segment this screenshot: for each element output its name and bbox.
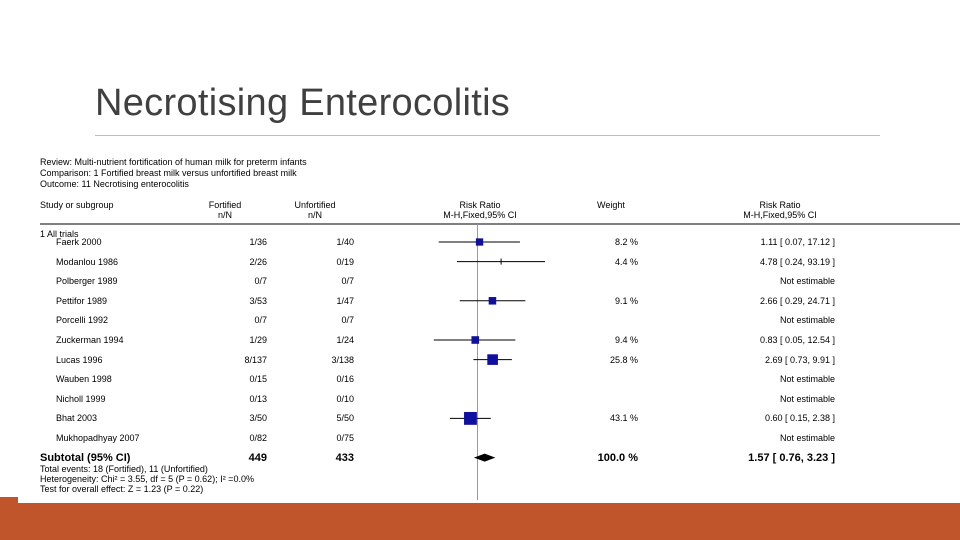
col-fortified: Fortified [208, 200, 242, 210]
col-risk-ratio: Risk Ratio [459, 200, 501, 210]
group-label: 1 All trials [40, 229, 79, 239]
subtotal-unfortified: 433 [335, 451, 354, 464]
comparison-line: Comparison: 1 Fortified breast milk vers… [40, 168, 297, 178]
point-estimate [471, 336, 480, 344]
study-name: Zuckerman 1994 [56, 335, 124, 345]
fortified-count: 2/26 [249, 256, 267, 267]
subtotal-fortified: 449 [248, 451, 267, 464]
study-weight: 43.1 % [609, 413, 638, 424]
study-ci-text: 0.60 [ 0.15, 2.38 ] [764, 413, 835, 424]
unfortified-count: 0/75 [336, 433, 354, 443]
unfortified-count: 0/7 [341, 276, 354, 287]
col-fortified-sub: n/N [217, 210, 232, 220]
col-study: Study or subgroup [40, 200, 114, 210]
study-weight: 9.1 % [614, 295, 638, 306]
study-name: Faerk 2000 [56, 237, 102, 247]
unfortified-count: 1/24 [336, 335, 354, 345]
fortified-count: 0/13 [249, 393, 267, 404]
col-risk-ratio-2-method: M-H,Fixed,95% CI [743, 210, 817, 220]
study-ci-text: Not estimable [779, 276, 835, 287]
unfortified-count: 1/40 [336, 237, 354, 247]
study-ci-text: 1.11 [ 0.07, 17.12 ] [760, 237, 835, 247]
fortified-count: 3/53 [249, 295, 267, 306]
study-ci-text: Not estimable [779, 433, 835, 443]
fortified-count: 0/82 [249, 433, 267, 443]
col-risk-ratio-2: Risk Ratio [759, 200, 801, 210]
col-risk-ratio-method: M-H,Fixed,95% CI [443, 210, 517, 220]
col-unfortified: Unfortified [294, 200, 336, 210]
col-weight: Weight [597, 200, 625, 210]
study-name: Polberger 1989 [56, 276, 118, 287]
subtotal-ci-text: 1.57 [ 0.76, 3.23 ] [748, 451, 835, 464]
slide-title: Necrotising Enterocolitis [95, 82, 511, 124]
point-estimate [464, 411, 477, 425]
outcome-line: Outcome: 11 Necrotising enterocolitis [40, 179, 189, 189]
subtotal-diamond [473, 453, 496, 462]
fortified-count: 1/36 [249, 237, 267, 247]
fortified-count: 0/15 [249, 374, 267, 385]
study-name: Bhat 2003 [56, 413, 98, 424]
study-ci-text: Not estimable [779, 374, 835, 385]
unfortified-count: 1/47 [336, 295, 354, 306]
study-name: Porcelli 1992 [56, 315, 109, 326]
subtotal-label: Subtotal (95% CI) [40, 451, 131, 464]
review-line: Review: Multi-nutrient fortification of … [40, 157, 307, 167]
study-name: Pettifor 1989 [56, 295, 108, 306]
study-name: Wauben 1998 [56, 374, 112, 385]
unfortified-count: 3/138 [331, 354, 354, 365]
study-ci-text: 2.69 [ 0.73, 9.91 ] [764, 354, 835, 365]
study-name: Mukhopadhyay 2007 [56, 433, 140, 443]
study-name: Lucas 1996 [56, 354, 103, 365]
unfortified-count: 0/19 [336, 256, 354, 267]
point-estimate [487, 354, 498, 365]
fortified-count: 8/137 [244, 354, 267, 365]
unfortified-count: 5/50 [336, 413, 354, 424]
unfortified-count: 0/10 [336, 393, 354, 404]
study-weight: 8.2 % [614, 237, 638, 247]
study-name: Modanlou 1986 [56, 256, 119, 267]
title-divider [95, 135, 880, 136]
study-ci-text: 4.78 [ 0.24, 93.19 ] [759, 256, 835, 267]
fortified-count: 3/50 [249, 413, 267, 424]
fortified-count: 0/7 [254, 276, 267, 287]
footnote: Heterogeneity: Chi² = 3.55, df = 5 (P = … [40, 473, 254, 484]
study-ci-text: 0.83 [ 0.05, 12.54 ] [759, 335, 835, 345]
footer-bar [0, 503, 960, 540]
study-weight: 9.4 % [614, 335, 638, 345]
fortified-count: 0/7 [254, 315, 267, 326]
subtotal-weight: 100.0 % [597, 451, 638, 464]
point-estimate [475, 238, 484, 246]
footer-accent [0, 497, 18, 503]
unfortified-count: 0/7 [341, 315, 354, 326]
col-unfortified-sub: n/N [307, 210, 322, 220]
study-ci-text: Not estimable [779, 315, 835, 326]
fortified-count: 1/29 [249, 335, 267, 345]
point-estimate [488, 297, 497, 305]
study-weight: 4.4 % [614, 256, 638, 267]
study-ci-text: 2.66 [ 0.29, 24.71 ] [759, 295, 835, 306]
study-name: Nicholl 1999 [56, 393, 106, 404]
study-weight: 25.8 % [609, 354, 638, 365]
footnote: Total events: 18 (Fortified), 11 (Unfort… [40, 463, 208, 474]
footnote: Test for overall effect: Z = 1.23 (P = 0… [40, 483, 204, 494]
study-ci-text: Not estimable [779, 393, 835, 404]
unfortified-count: 0/16 [336, 374, 354, 385]
